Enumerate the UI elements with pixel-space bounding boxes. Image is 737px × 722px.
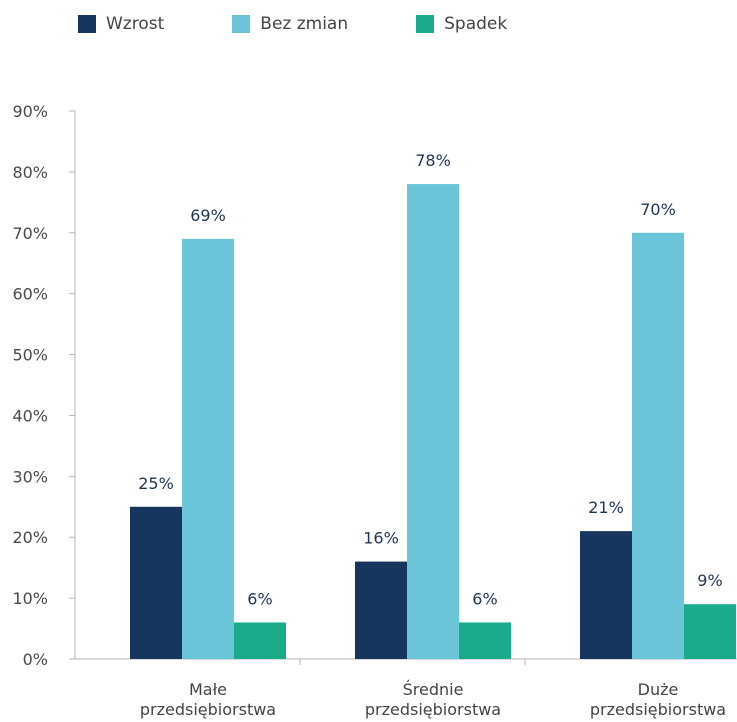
legend-swatch-spadek	[416, 15, 435, 33]
category-label-line: Średnie	[403, 680, 464, 699]
data-label: 69%	[190, 206, 226, 225]
legend-label-spadek: Spadek	[444, 14, 508, 34]
y-tick-label: 40%	[12, 406, 48, 425]
bar-spadek	[234, 622, 286, 659]
category-label-line: przedsiębiorstwa	[140, 700, 276, 719]
category-label-line: przedsiębiorstwa	[590, 700, 726, 719]
legend-label-wzrost: Wzrost	[106, 14, 165, 34]
category-label-line: Duże	[638, 680, 679, 699]
category-label-line: przedsiębiorstwa	[365, 700, 501, 719]
y-tick-label: 30%	[12, 467, 48, 486]
category-label: Duże przedsiębiorstwa	[590, 680, 726, 719]
bar-wzrost	[580, 531, 632, 659]
legend-item-bez-zmian: Bez zmian	[232, 14, 348, 34]
data-label: 70%	[640, 200, 676, 219]
y-tick-label: 70%	[12, 224, 48, 243]
y-tick-label: 20%	[12, 528, 48, 547]
legend: Wzrost Bez zmian Spadek	[78, 14, 575, 34]
legend-item-wzrost: Wzrost	[78, 14, 164, 34]
legend-swatch-bez-zmian	[232, 15, 251, 33]
data-label: 16%	[363, 529, 399, 548]
bar-wzrost	[355, 561, 407, 659]
bar-spadek	[684, 604, 736, 659]
data-label: 6%	[247, 589, 272, 608]
data-label: 78%	[415, 151, 451, 170]
y-tick-label: 80%	[12, 163, 48, 182]
legend-item-spadek: Spadek	[416, 14, 507, 34]
y-tick-label: 0%	[23, 650, 48, 669]
data-label: 6%	[472, 589, 497, 608]
category-label: Małe przedsiębiorstwa	[140, 680, 276, 719]
y-tick-label: 10%	[12, 589, 48, 608]
category-label: Średnie przedsiębiorstwa	[365, 680, 501, 719]
y-tick-label: 90%	[12, 102, 48, 121]
category-label-line: Małe	[189, 680, 227, 699]
legend-label-bez-zmian: Bez zmian	[260, 14, 349, 34]
data-label: 25%	[138, 474, 174, 493]
bar-spadek	[459, 622, 511, 659]
bar-wzrost	[130, 506, 182, 659]
legend-swatch-wzrost	[78, 15, 96, 33]
bar-bez-zmian	[407, 184, 459, 660]
data-label: 21%	[588, 498, 624, 517]
data-label: 9%	[697, 571, 722, 590]
y-tick-label: 60%	[12, 285, 48, 304]
y-tick-label: 50%	[12, 346, 48, 365]
bar-bez-zmian	[182, 238, 234, 659]
bar-bez-zmian	[632, 232, 684, 659]
